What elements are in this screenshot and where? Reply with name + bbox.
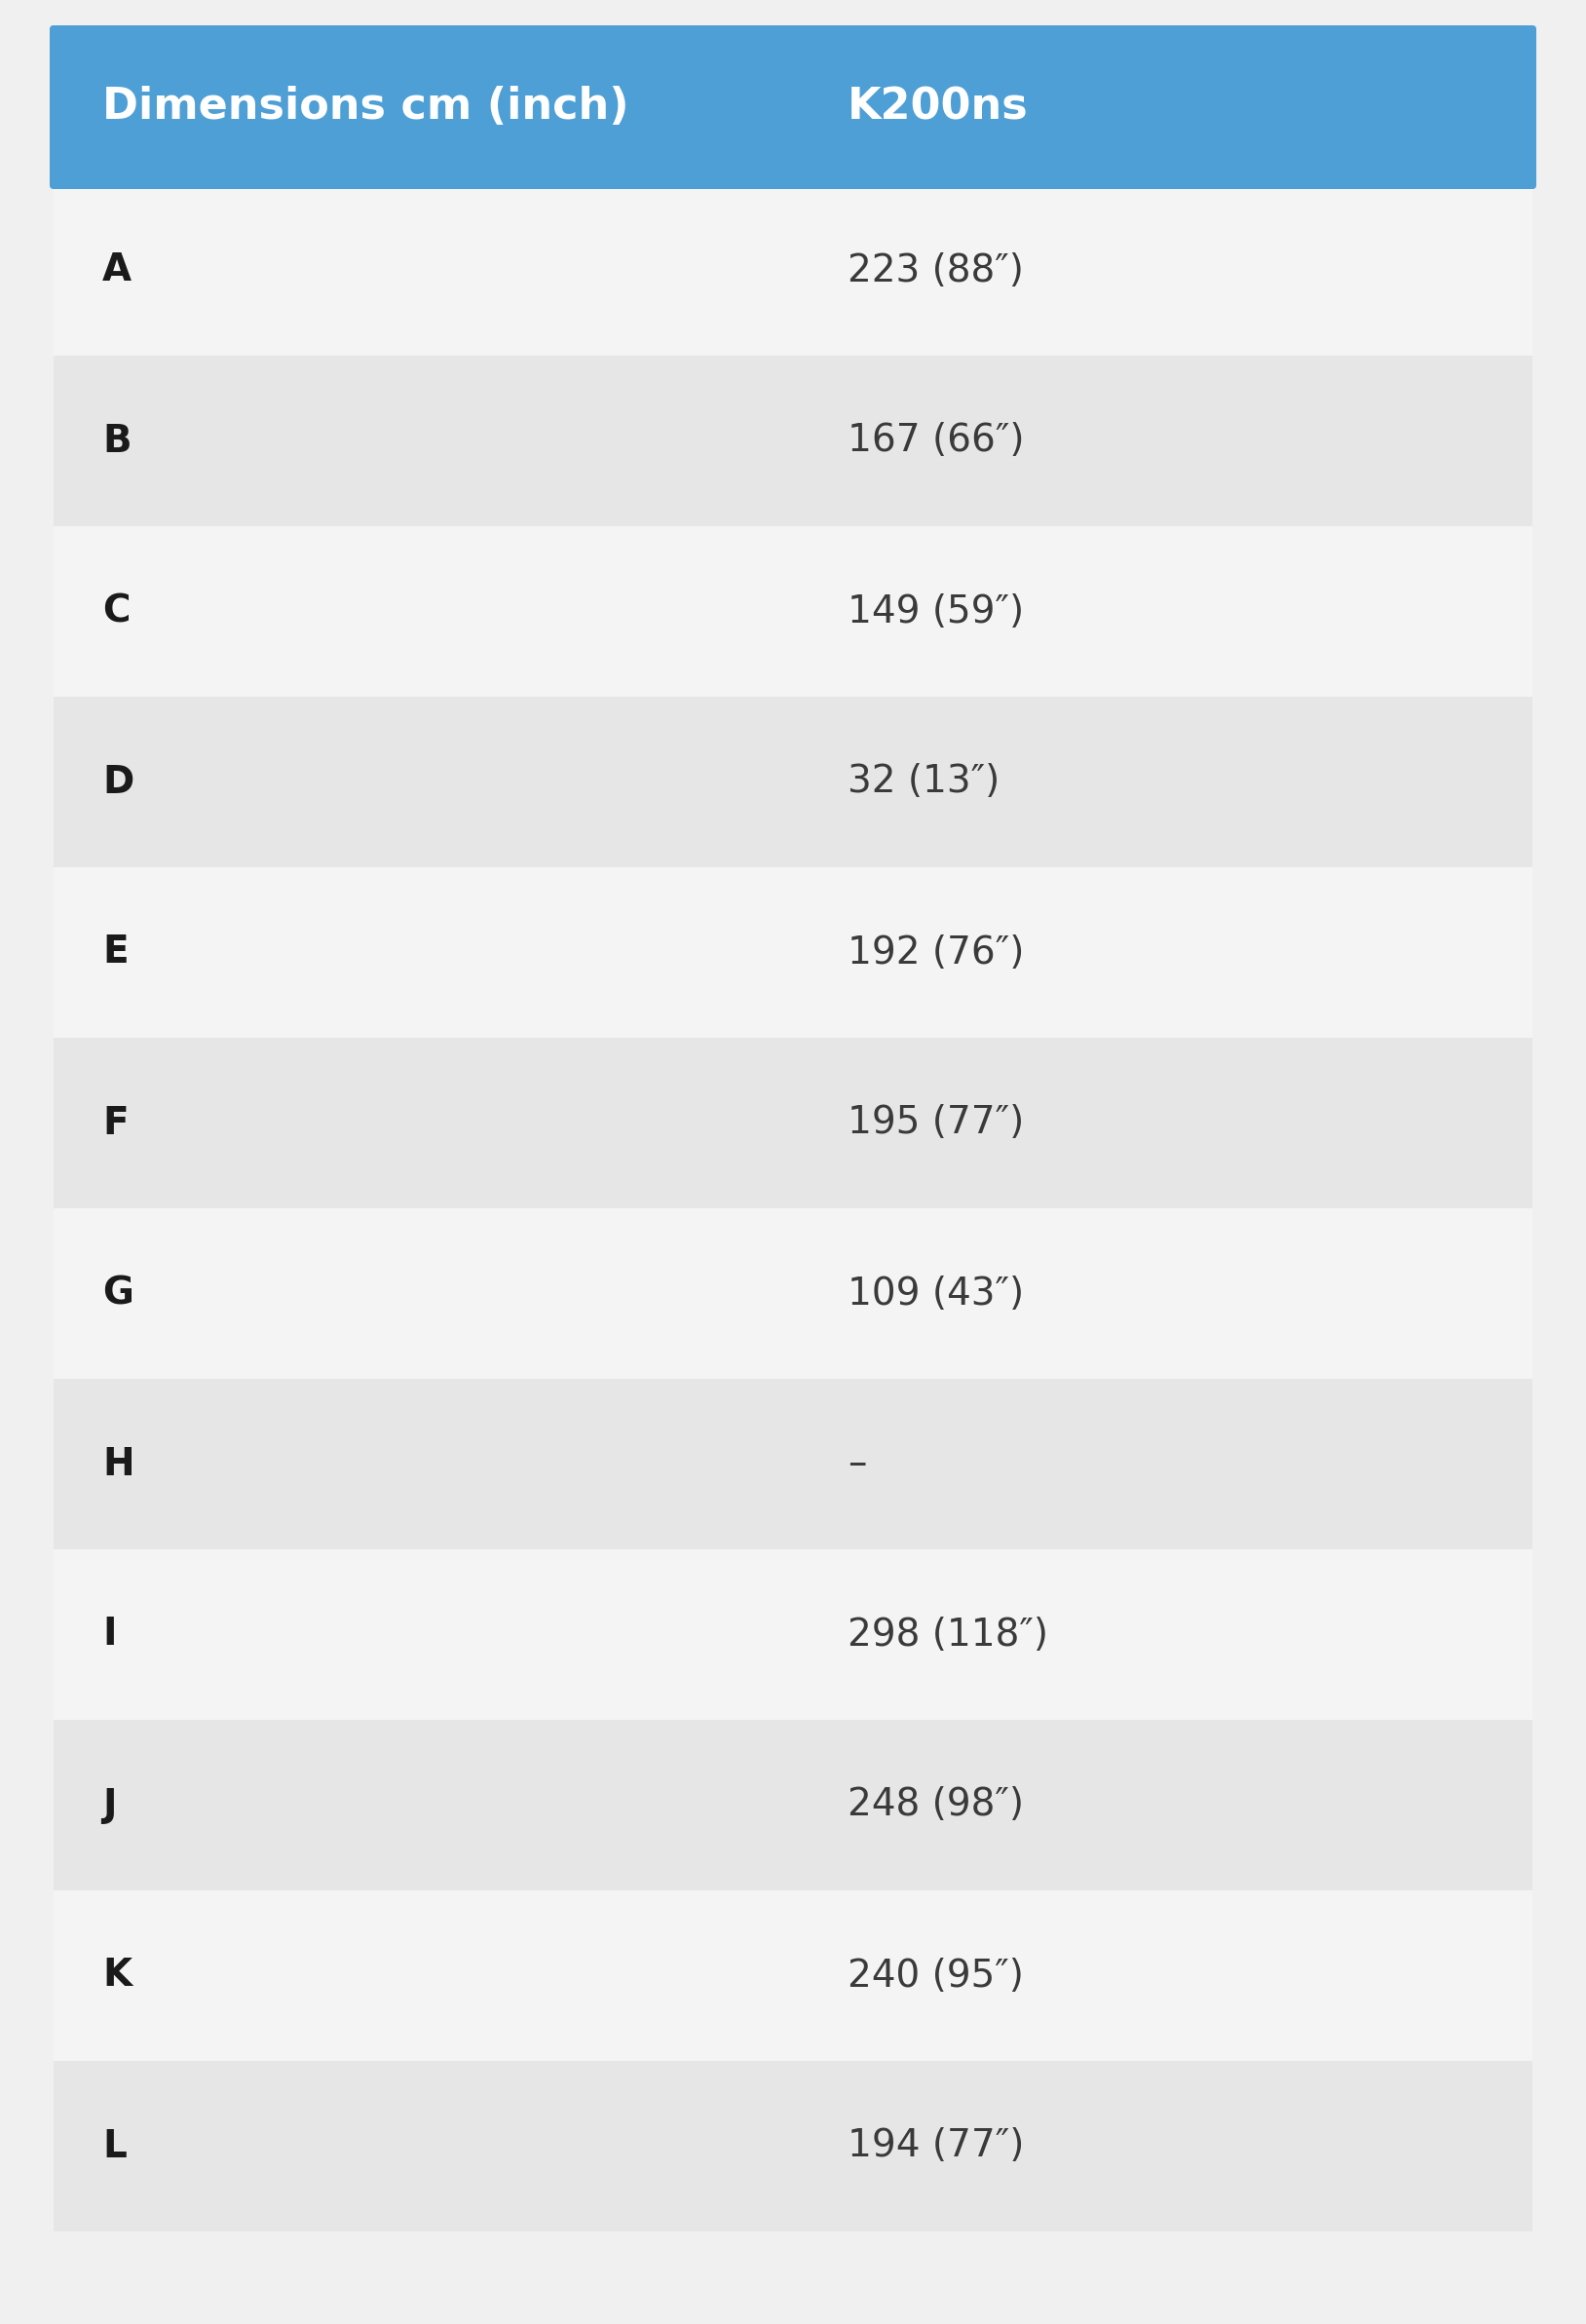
Text: 223 (88″): 223 (88″) — [847, 251, 1025, 288]
Text: 240 (95″): 240 (95″) — [847, 1957, 1025, 1994]
Text: 32 (13″): 32 (13″) — [847, 765, 999, 799]
Text: K: K — [102, 1957, 132, 1994]
Text: 149 (59″): 149 (59″) — [847, 593, 1025, 630]
Text: E: E — [102, 934, 128, 971]
Text: J: J — [102, 1787, 116, 1824]
Text: B: B — [102, 423, 132, 460]
Text: 298 (118″): 298 (118″) — [847, 1615, 1048, 1652]
Bar — [54, 1889, 1532, 2061]
Text: A: A — [102, 251, 132, 288]
Text: H: H — [102, 1446, 135, 1483]
Bar — [54, 1550, 1532, 1720]
Text: K200ns: K200ns — [847, 86, 1028, 128]
FancyBboxPatch shape — [49, 26, 1537, 188]
Text: 192 (76″): 192 (76″) — [847, 934, 1025, 971]
Bar — [54, 525, 1532, 697]
Text: 194 (77″): 194 (77″) — [847, 2129, 1025, 2164]
Text: D: D — [102, 765, 133, 799]
Bar — [54, 1378, 1532, 1550]
Text: G: G — [102, 1276, 133, 1313]
Text: L: L — [102, 2129, 127, 2164]
Bar — [54, 1039, 1532, 1208]
Bar — [54, 867, 1532, 1039]
Bar — [54, 1208, 1532, 1378]
Bar — [54, 356, 1532, 525]
Text: 167 (66″): 167 (66″) — [847, 423, 1025, 460]
Text: C: C — [102, 593, 130, 630]
Bar — [54, 697, 1532, 867]
Bar — [54, 186, 1532, 356]
Bar — [54, 1720, 1532, 1889]
Text: 109 (43″): 109 (43″) — [847, 1276, 1025, 1313]
Text: 248 (98″): 248 (98″) — [847, 1787, 1025, 1824]
Text: Dimensions cm (inch): Dimensions cm (inch) — [102, 86, 630, 128]
Text: I: I — [102, 1615, 116, 1652]
Text: F: F — [102, 1104, 128, 1141]
Bar — [54, 2061, 1532, 2231]
Text: –: – — [847, 1446, 866, 1483]
Text: 195 (77″): 195 (77″) — [847, 1104, 1025, 1141]
